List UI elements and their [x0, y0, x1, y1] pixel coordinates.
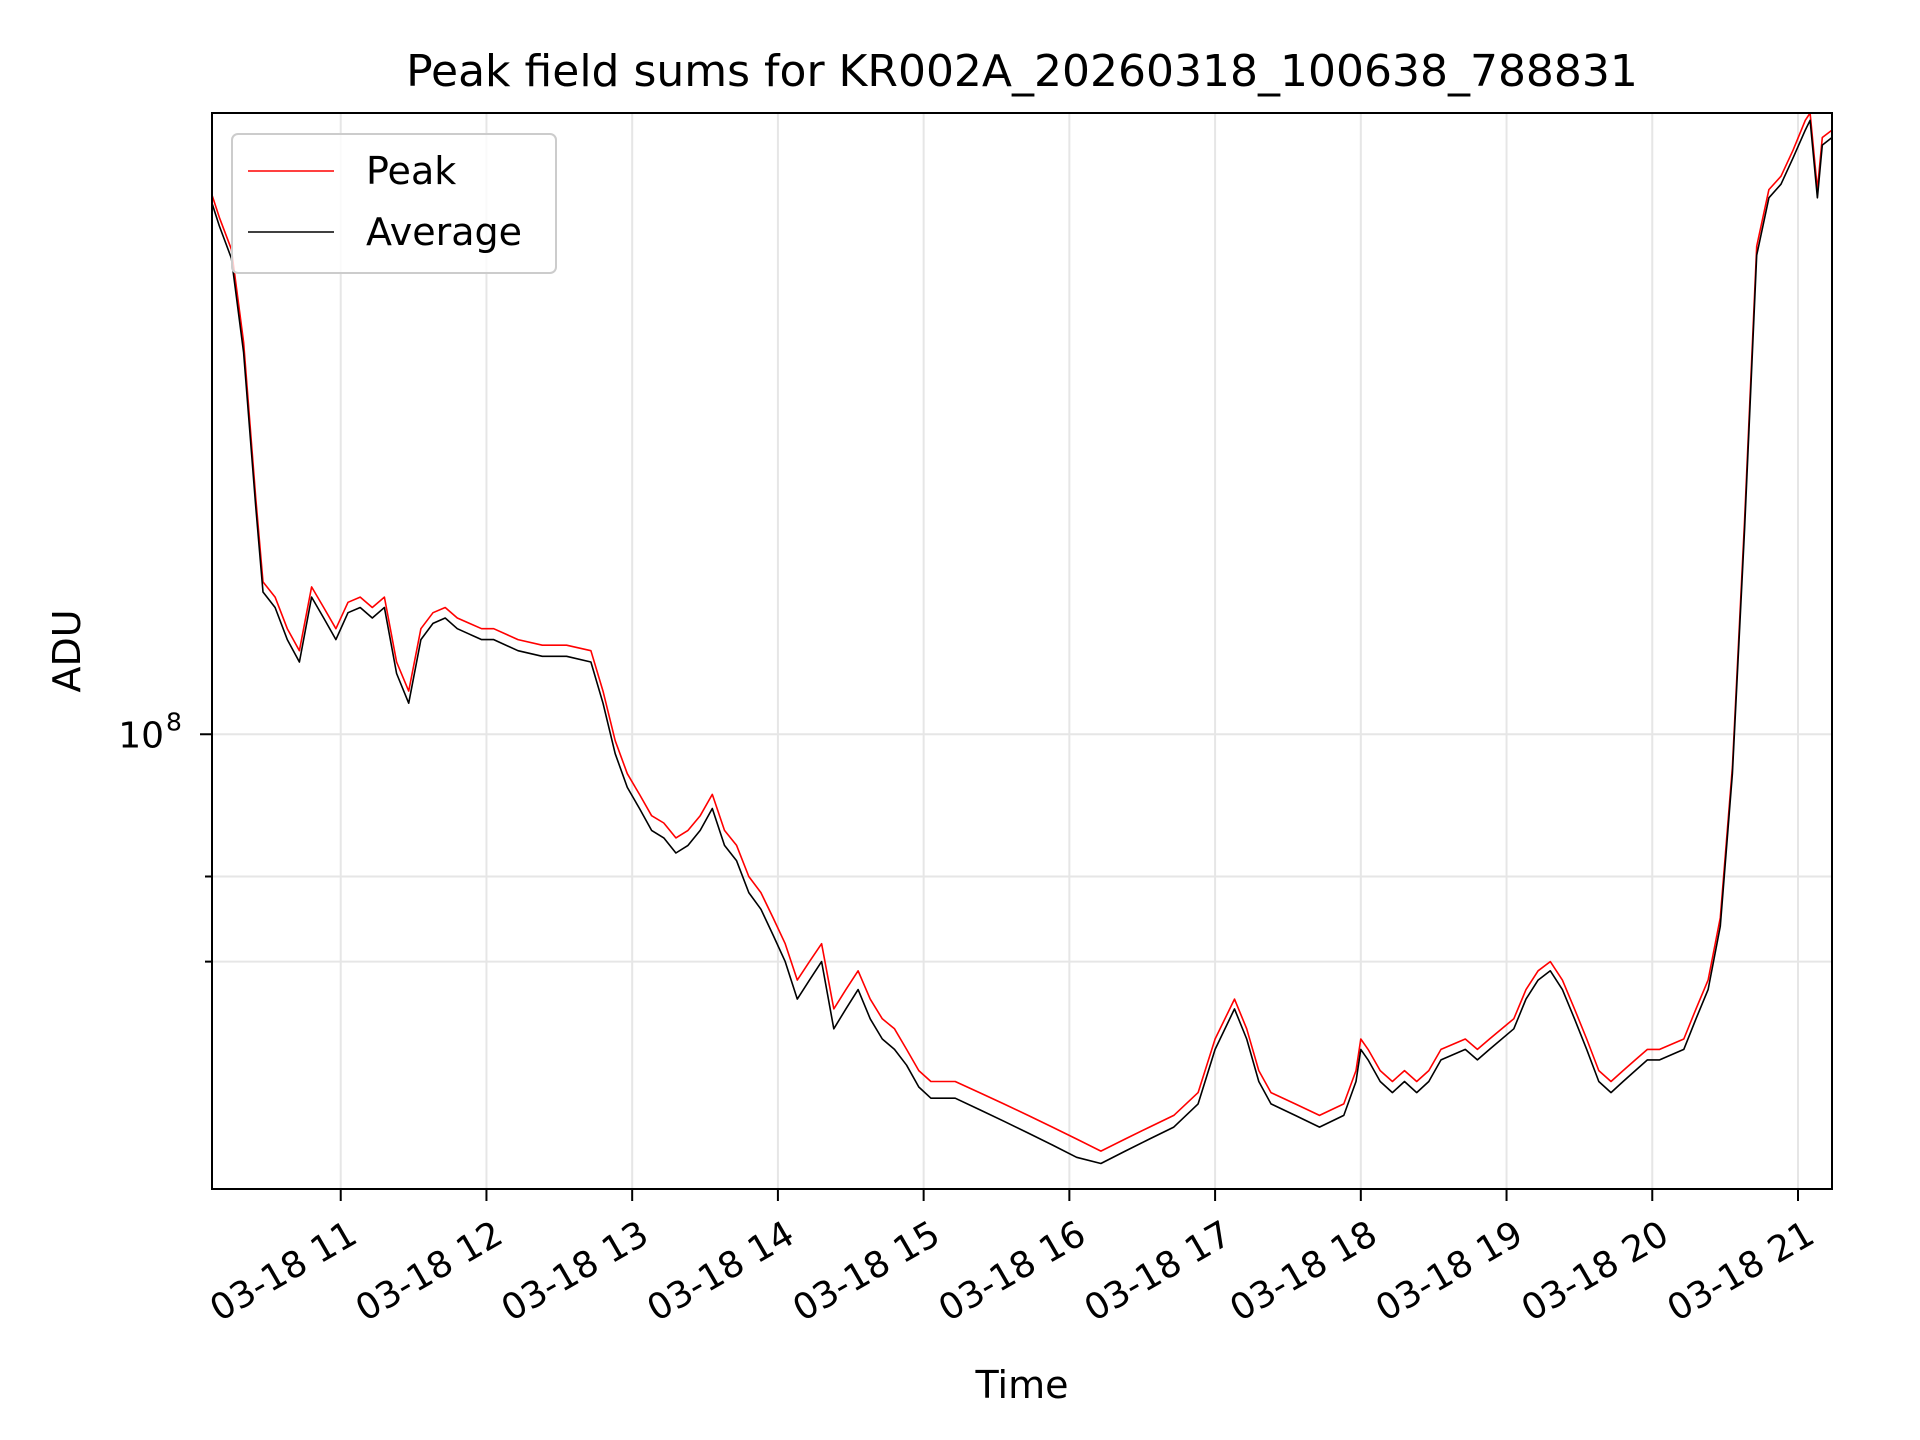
plot-area	[211, 112, 1833, 1165]
x-axis-label: Time	[975, 1363, 1069, 1407]
axes-frame	[211, 112, 1833, 1190]
y-tick-label: 10	[118, 715, 164, 756]
y-axis-label: ADU	[45, 609, 89, 692]
legend: Peak Average	[231, 133, 557, 274]
legend-label-peak: Peak	[366, 149, 456, 193]
series-line-peak	[211, 112, 1833, 1152]
legend-box	[231, 133, 557, 274]
y-tick-exponent: 8	[166, 707, 182, 736]
series-line-average	[211, 119, 1833, 1165]
y-axis: 10 8	[118, 707, 212, 963]
grid	[212, 113, 1832, 1189]
chart-title: Peak field sums for KR002A_20260318_1006…	[406, 46, 1638, 97]
legend-label-average: Average	[366, 210, 522, 254]
